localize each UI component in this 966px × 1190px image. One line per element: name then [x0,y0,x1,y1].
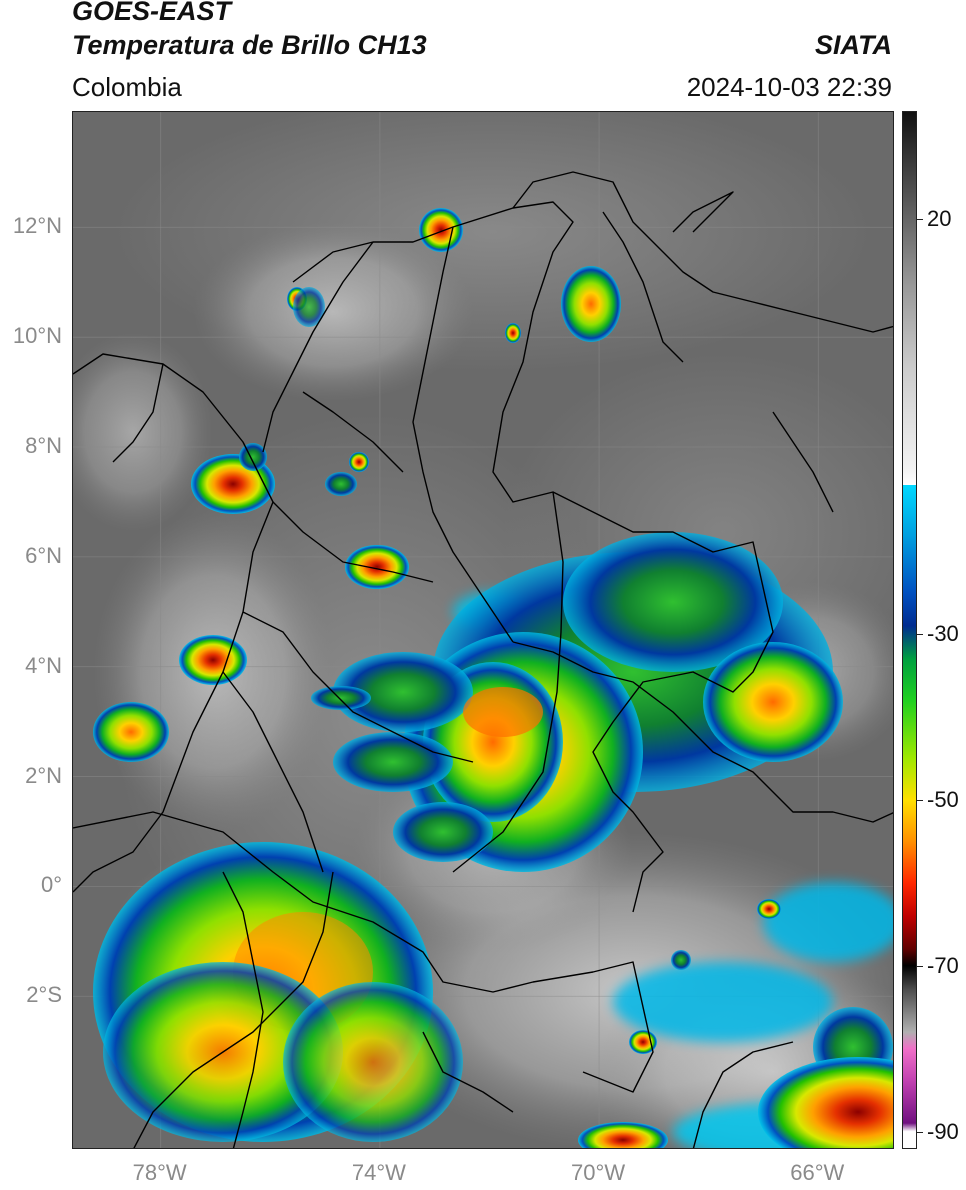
satellite-map[interactable] [72,111,894,1149]
lat-label: 6°N [25,542,62,568]
product-title: Temperatura de Brillo CH13 [72,30,427,60]
colorbar-tick [917,800,923,802]
lon-label: 66°W [790,1160,845,1185]
political-boundaries [73,171,893,1148]
lat-label: 4°N [25,652,62,678]
lat-label: 2°S [26,982,62,1008]
lon-label: 74°W [351,1160,406,1185]
lon-label: 78°W [132,1160,187,1185]
lat-label: 10°N [12,323,62,349]
colorbar-tick [917,218,923,220]
lat-label: 0° [40,872,62,898]
convective-cells [93,208,893,1148]
timestamp-label: 2024-10-03 22:39 [686,72,892,102]
region-label: Colombia [72,72,182,102]
temperature-colorbar [902,111,917,1149]
satellite-title: GOES-EAST [72,0,232,26]
brand-label: SIATA [815,30,892,60]
colorbar-tick [917,1132,923,1134]
satellite-imagery [73,112,893,1148]
lat-label: 2°N [25,762,62,788]
lat-label: 12°N [12,213,62,239]
colorbar-tick-label: -70 [927,953,959,979]
lat-label: 8°N [25,433,62,459]
colorbar-tick-label: -50 [927,787,959,813]
colorbar-tick [917,634,923,636]
colorbar-tick-label: -90 [927,1119,959,1145]
colorbar-tick [917,966,923,968]
lon-label: 70°W [571,1160,626,1185]
colorbar-tick-label: -30 [927,621,959,647]
colorbar-tick-label: 20 [927,205,952,231]
